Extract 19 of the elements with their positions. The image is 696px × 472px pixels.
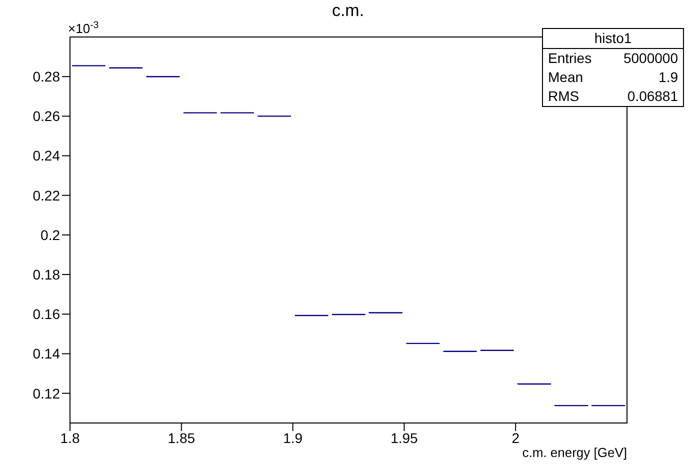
stats-box: histo1 Entries 5000000 Mean 1.9 RMS 0.06881 xyxy=(542,28,684,107)
annotation: histo1 xyxy=(543,29,683,49)
y-tick-label: 0.14 xyxy=(32,346,60,362)
y-tick-label: 0.2 xyxy=(40,226,60,243)
y-tick-label: 0.12 xyxy=(32,385,60,402)
chart-title: c.m. xyxy=(332,1,364,20)
x-tick-label: 1.85 xyxy=(168,430,196,446)
y-tick-label: 0.24 xyxy=(32,148,60,164)
x-axis-title: c.m. energy [GeV] xyxy=(522,445,627,460)
y-tick-label: 0.26 xyxy=(32,108,60,124)
text: ×10$^{-3}$ xyxy=(68,20,99,36)
x-tick-label: 1.9 xyxy=(283,430,303,446)
x-tick-label: 1.8 xyxy=(60,430,80,446)
y-tick-label: 0.28 xyxy=(32,68,60,85)
x-tick-label: 1.95 xyxy=(390,430,418,446)
y-tick-label: 0.18 xyxy=(32,266,60,283)
x-tick-label: 2 xyxy=(512,430,520,446)
y-tick-label: 0.22 xyxy=(32,187,60,204)
y-tick-label: 0.16 xyxy=(32,306,60,322)
